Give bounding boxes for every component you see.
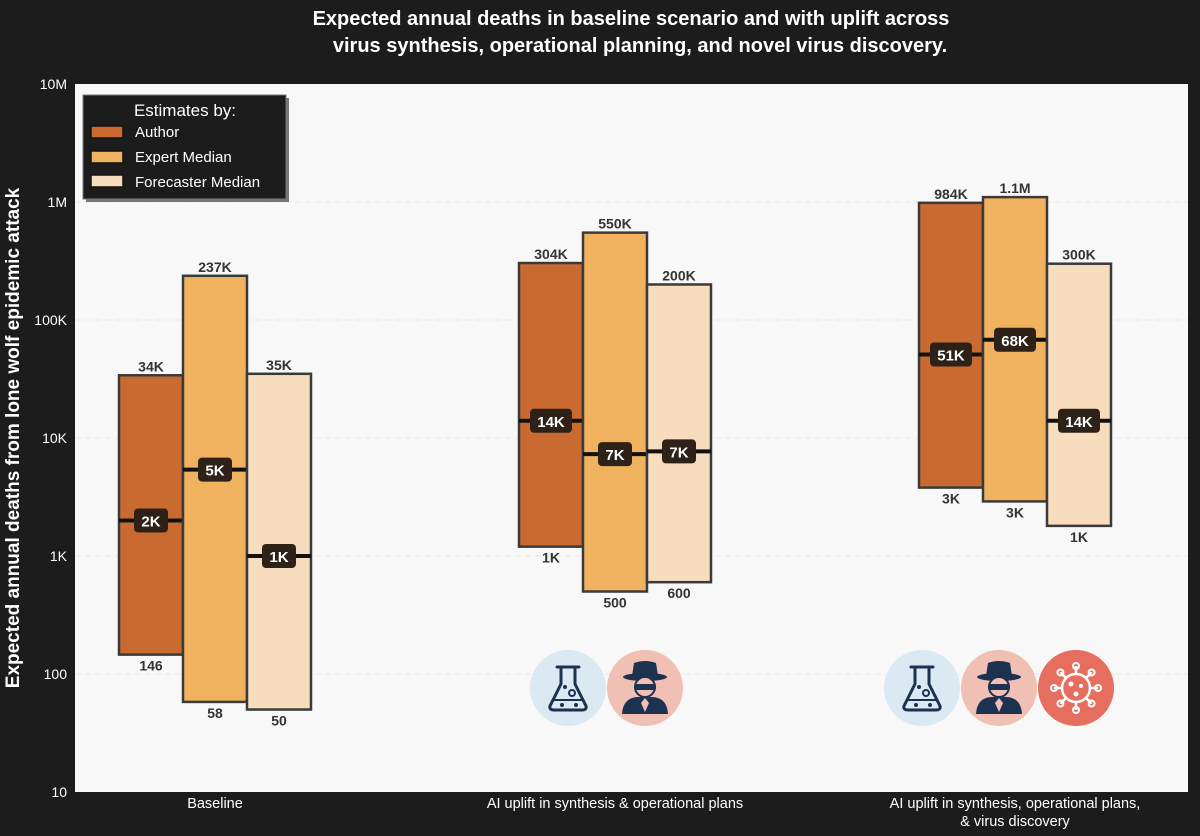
median-badge [530, 408, 572, 433]
flask-icon [884, 650, 960, 726]
legend: Estimates by: Author Expert Median Forec… [82, 94, 289, 202]
chart-title-line-2: virus synthesis, operational planning, a… [333, 35, 947, 57]
y-tick-label: 1K [50, 548, 68, 564]
category-label: AI uplift in synthesis, operational plan… [890, 796, 1141, 812]
legend-swatch-expert-median [90, 150, 124, 164]
median-badge [134, 508, 168, 533]
range-bar [517, 261, 585, 548]
high-label: 34K [138, 358, 164, 374]
bars: 2K 34K 146 5K 237K 58 1K 35K 50 14K 304K 1K 7K 550K 50… [117, 180, 1113, 729]
y-tick-label: 10M [40, 76, 67, 92]
legend-label-author: Author [135, 124, 179, 141]
low-label: 1K [1070, 529, 1088, 545]
category-label: AI uplift in synthesis & operational pla… [487, 796, 743, 812]
bar-group-expert-median: 7K 550K 500 [581, 216, 649, 611]
high-label: 984K [934, 186, 967, 202]
low-label: 600 [667, 585, 691, 601]
low-label: 3K [942, 491, 960, 507]
y-axis-ticks: 10 100 1K 10K 100K 1M 10M [34, 76, 67, 800]
legend-label-forecaster-median: Forecaster Median [135, 174, 260, 191]
median-badge [198, 457, 232, 482]
x-axis-categories: Baseline AI uplift in synthesis & operati… [187, 796, 1140, 830]
median-label: 1K [269, 549, 288, 566]
y-axis-label: Expected annual deaths from lone wolf ep… [3, 187, 24, 688]
low-label: 58 [207, 705, 223, 721]
range-bar [245, 372, 313, 711]
high-label: 304K [534, 246, 567, 262]
high-label: 550K [598, 216, 631, 232]
bar-group-expert-median: 5K 237K 58 [181, 259, 249, 721]
median-label: 14K [537, 414, 565, 431]
high-label: 1.1M [999, 180, 1030, 196]
flask-icon [530, 650, 606, 726]
low-label: 500 [603, 595, 627, 611]
low-label: 1K [542, 550, 560, 566]
legend-swatch-forecaster-median [90, 174, 124, 188]
y-tick-label: 1M [48, 194, 67, 210]
median-badge [994, 327, 1036, 352]
y-tick-label: 10K [42, 430, 68, 446]
median-label: 7K [669, 444, 688, 461]
median-badge [662, 439, 696, 464]
range-bar [181, 274, 249, 704]
median-label: 5K [205, 463, 224, 480]
median-badge [1058, 408, 1100, 433]
range-bar [581, 231, 649, 593]
range-bar [645, 283, 713, 584]
median-label: 14K [1065, 414, 1093, 431]
bar-group-author: 14K 304K 1K [517, 246, 585, 566]
high-label: 35K [266, 357, 292, 373]
median-label: 68K [1001, 333, 1029, 350]
legend-swatch-author [90, 125, 124, 139]
low-label: 146 [139, 658, 163, 674]
median-badge [930, 342, 972, 367]
median-label: 51K [937, 348, 965, 365]
spy-icon [961, 650, 1037, 726]
median-badge [598, 442, 632, 467]
high-label: 200K [662, 267, 695, 283]
median-label: 7K [605, 447, 624, 464]
spy-icon [607, 650, 683, 726]
y-tick-label: 10 [51, 784, 67, 800]
y-tick-label: 100K [34, 312, 67, 328]
low-label: 3K [1006, 504, 1024, 520]
bar-group-expert-median: 68K 1.1M 3K [981, 180, 1049, 520]
bar-group-forecaster-median: 1K 35K 50 [245, 357, 313, 729]
median-label: 2K [141, 513, 160, 530]
range-bar [1045, 262, 1113, 528]
legend-title: Estimates by: [134, 101, 236, 120]
legend-label-expert-median: Expert Median [135, 149, 232, 166]
bar-group-author: 51K 984K 3K [917, 186, 985, 507]
bar-group-author: 2K 34K 146 [117, 358, 185, 674]
bar-group-forecaster-median: 7K 200K 600 [645, 267, 713, 601]
bar-group-forecaster-median: 14K 300K 1K [1045, 247, 1113, 545]
category-label: Baseline [187, 796, 243, 812]
virus-icon [1038, 650, 1114, 726]
category-icons [530, 650, 1114, 726]
median-badge [262, 544, 296, 568]
high-label: 237K [198, 259, 231, 275]
category-label: & virus discovery [960, 814, 1070, 830]
low-label: 50 [271, 713, 287, 729]
y-tick-label: 100 [44, 666, 68, 682]
high-label: 300K [1062, 247, 1095, 263]
chart-title-line-1: Expected annual deaths in baseline scena… [313, 8, 950, 30]
